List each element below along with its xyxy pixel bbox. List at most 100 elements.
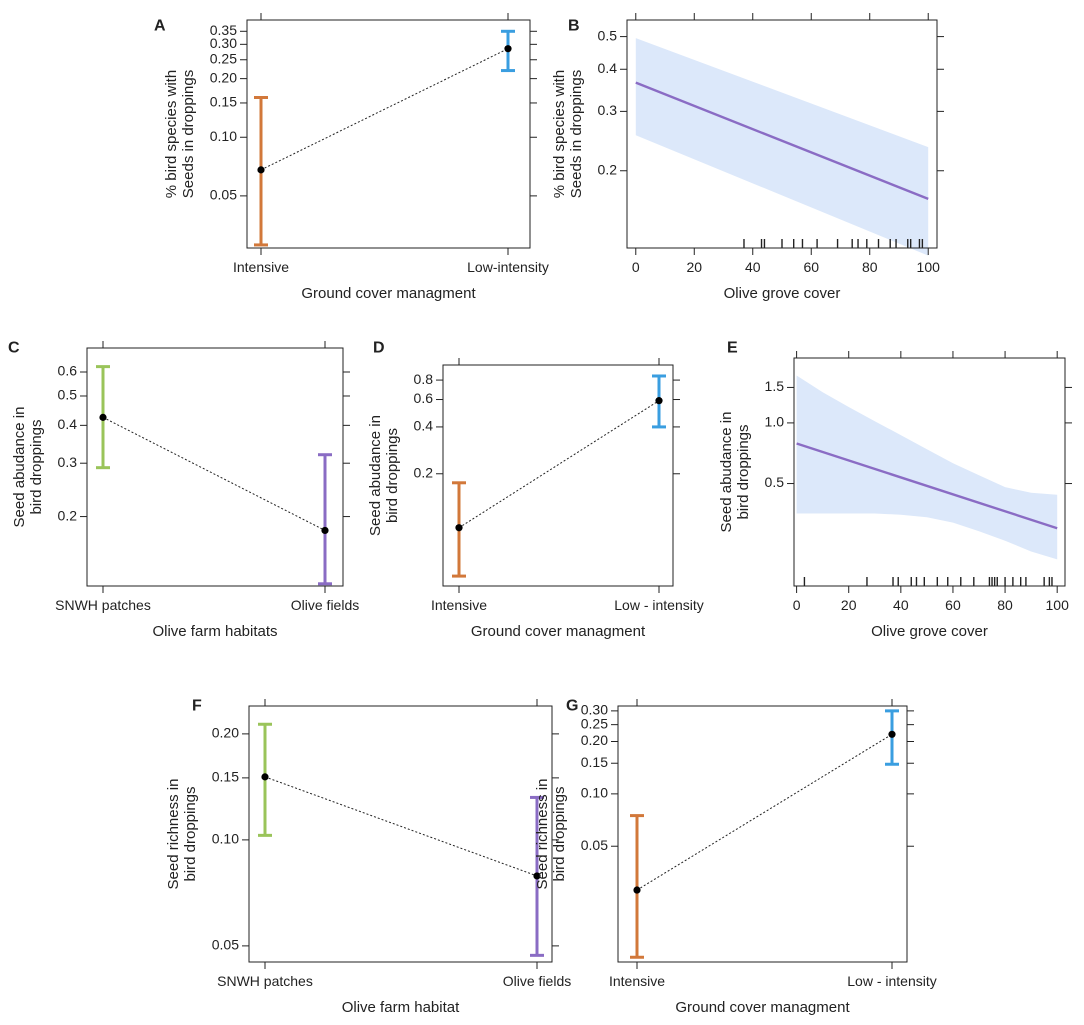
mean-point [633,886,641,894]
x-tick-label: Low - intensity [614,597,703,613]
x-tick-label: 0 [793,597,801,613]
y-axis-title: bird droppings [735,424,752,519]
y-tick-label: 0.5 [58,387,78,403]
y-axis-title: % bird species with [551,70,568,198]
y-axis-title: Seed richness in [534,779,551,890]
y-tick-label: 0.15 [212,769,239,785]
y-axis-title: Seed abudance in [11,407,28,528]
panel-b: B 0 20 40 60 80 100 0.2 0.3 0.4 0.5 Olive grove cov… [551,13,944,302]
y-axis-title: Seeds in droppings [180,70,197,198]
y-tick-label: 0.2 [58,507,78,523]
y-tick-label: 0.4 [598,60,618,76]
mean-point [261,773,269,781]
x-tick-label: Low - intensity [847,973,936,989]
y-tick-label: 0.20 [210,69,237,85]
mean-point [455,524,463,532]
connector-line [264,776,538,877]
connector-line [260,48,509,171]
x-tick-label: Olive fields [503,973,571,989]
mean-point [504,45,512,53]
y-axis-title: Seed abudance in [367,415,384,536]
x-tick-label: Intensive [609,973,665,989]
plot-frame [442,364,674,587]
panel-c: C SNWH patches Olive fields 0.2 0.3 0.4 0.5 0.6… [8,339,359,640]
y-tick-label: 0.3 [598,102,618,118]
y-tick-label: 0.15 [581,754,608,770]
y-tick-label: 0.2 [598,161,618,177]
panel-letter: F [192,697,202,714]
x-tick-label: 60 [945,597,961,613]
x-axis-title: Ground cover managment [675,999,850,1016]
panel-a: A Intensive Low-intensity 0.05 0.10 0.15 0.20 0… [154,13,549,302]
confidence-band [796,375,1058,560]
y-axis-title: bird droppings [182,786,199,881]
panel-f: F SNWH patches Olive fields 0.05 0.10 0.15 0.2… [165,697,571,1016]
x-tick-label: 100 [1046,597,1070,613]
x-axis-title: Olive grove cover [871,623,988,640]
panel-letter: E [727,339,738,356]
x-tick-label: 40 [893,597,909,613]
y-tick-label: 0.05 [210,187,237,203]
y-tick-label: 0.2 [414,464,434,480]
y-tick-label: 0.3 [58,454,78,470]
connector-line [102,416,326,531]
y-tick-label: 0.15 [210,94,237,110]
x-axis-title: Ground cover managment [301,285,476,302]
y-tick-label: 0.30 [210,35,237,51]
connector-line [458,400,660,529]
y-tick-label: 0.10 [581,785,608,801]
confidence-band [635,38,929,256]
y-axis-title: Seeds in droppings [568,70,585,198]
panel-letter: A [154,17,166,34]
y-tick-label: 0.10 [212,831,239,847]
x-tick-label: 20 [686,259,702,275]
plot-frame [626,19,938,249]
fit-line [796,442,1058,530]
y-tick-label: 0.6 [414,390,434,406]
x-tick-label: 20 [841,597,857,613]
y-axis-title: % bird species with [163,70,180,198]
panel-g: G Intensive Low - intensity 0.05 0.10 0.15 0.2… [534,697,937,1016]
x-tick-label: Olive fields [291,597,359,613]
x-tick-label: SNWH patches [217,973,313,989]
x-tick-label: 100 [917,259,941,275]
y-tick-label: 1.5 [765,378,785,394]
x-tick-label: 40 [745,259,761,275]
y-tick-label: 0.8 [414,371,434,387]
x-tick-label: 80 [997,597,1013,613]
mean-point [257,166,265,174]
y-axis-title: bird droppings [28,419,45,514]
x-tick-label: 0 [632,259,640,275]
x-tick-label: SNWH patches [55,597,151,613]
y-tick-label: 0.30 [581,702,608,718]
y-tick-label: 1.0 [765,414,785,430]
y-tick-label: 0.5 [598,27,618,43]
panel-letter: C [8,339,20,356]
y-tick-label: 0.4 [414,418,434,434]
y-tick-label: 0.25 [210,50,237,66]
y-tick-label: 0.20 [212,725,239,741]
connector-line [636,733,893,891]
y-axis-title: Seed abudance in [718,412,735,533]
panel-letter: D [373,339,385,356]
panel-letter: B [568,17,580,34]
y-tick-label: 0.6 [58,363,78,379]
x-axis-title: Olive farm habitat [342,999,460,1016]
y-tick-label: 0.20 [581,732,608,748]
y-tick-label: 0.35 [210,22,237,38]
plot-frame [617,705,908,963]
panel-d: D Intensive Low - intensity 0.2 0.4 0.6 0.8 Gro… [367,339,704,640]
y-tick-label: 0.10 [210,128,237,144]
y-tick-label: 0.05 [581,837,608,853]
x-tick-label: Low-intensity [467,259,549,275]
x-tick-label: 60 [803,259,819,275]
x-axis-title: Olive grove cover [724,285,841,302]
y-axis-title: bird droppings [384,428,401,523]
y-axis-title: Seed richness in [165,779,182,890]
plot-frame [86,347,344,587]
y-tick-label: 0.05 [212,937,239,953]
x-tick-label: 80 [862,259,878,275]
fit-line [635,81,929,201]
y-tick-label: 0.5 [765,474,785,490]
